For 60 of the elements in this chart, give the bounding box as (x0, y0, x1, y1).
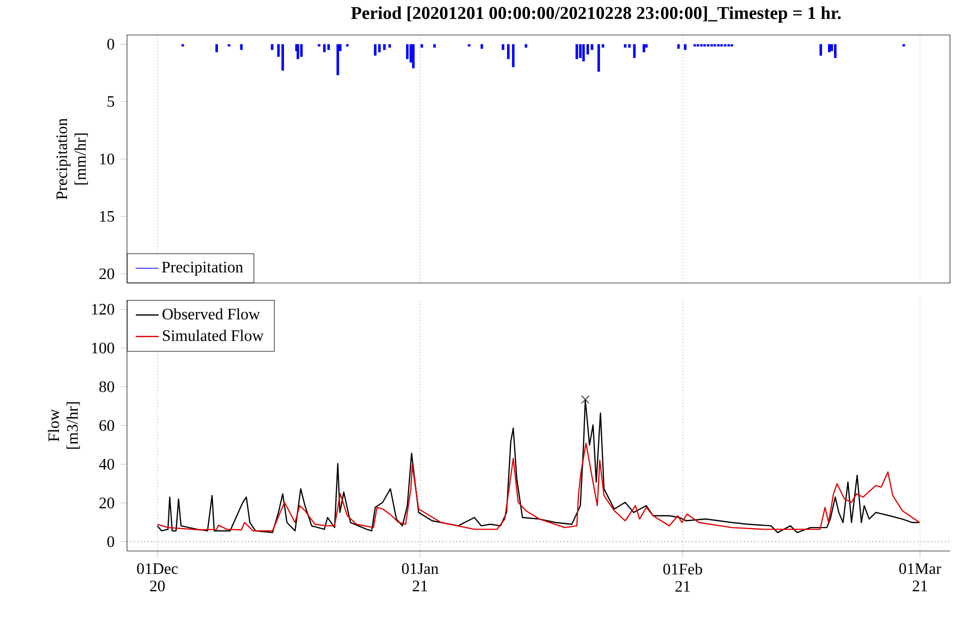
line-series (156, 442, 920, 532)
bar (828, 44, 831, 52)
bar (270, 44, 274, 50)
bar (412, 44, 415, 68)
y-tick-label: 40 (99, 458, 114, 470)
legend-label: Observed Flow (162, 308, 260, 320)
bar (524, 44, 528, 48)
chart-title: Period [20201201 00:00:00/20210228 23:00:00]_Timestep = 1 hr. (351, 6, 841, 23)
bar (327, 44, 330, 50)
x-tick-label: 01Jan 21 (402, 563, 438, 592)
bar (383, 44, 386, 50)
bar (633, 44, 636, 58)
bar (684, 44, 686, 50)
y-tick-label: 0 (107, 38, 114, 50)
bar (374, 44, 376, 56)
bar (480, 44, 484, 49)
legend-label: Simulated Flow (162, 330, 264, 342)
bar (820, 44, 822, 56)
bar (624, 44, 626, 48)
bar (406, 44, 409, 60)
y-tick-label: 20 (99, 498, 114, 508)
x-tick-label: 01Dec 20 (137, 563, 178, 592)
bar (378, 44, 381, 52)
bar (296, 44, 300, 60)
bar (579, 44, 582, 58)
bar (642, 44, 646, 52)
bar (576, 44, 578, 60)
y-tick-label: 80 (99, 381, 114, 392)
bar (502, 44, 504, 50)
y-tick-label: 15 (100, 211, 114, 222)
bar (336, 44, 340, 76)
bar (281, 44, 284, 71)
y-tick-label: 120 (92, 304, 114, 315)
bar (388, 44, 391, 48)
bar (597, 44, 600, 72)
bar (582, 44, 585, 62)
bar (215, 44, 218, 52)
bar (507, 44, 510, 60)
y-tick-label: 100 (92, 342, 114, 354)
y-tick-label: 60 (99, 420, 114, 431)
y-axis-title: Precipitation [mm/hr] (56, 118, 88, 200)
bar (433, 44, 436, 48)
bar (240, 44, 243, 50)
bar (834, 44, 837, 58)
y-tick-label: 10 (100, 154, 114, 164)
y-tick-label: 20 (99, 268, 114, 280)
y-tick-label: 0 (107, 536, 114, 548)
bar (420, 44, 424, 48)
bar (300, 44, 303, 57)
bar (323, 44, 326, 52)
y-axis-title: Flow [m3/hr] (48, 402, 80, 449)
bar (277, 44, 280, 57)
bar (512, 44, 515, 68)
x-tick-label: 01Feb 21 (663, 563, 702, 592)
x-tick-label: 01Mar 21 (899, 563, 942, 592)
legend-label: Precipitation (162, 262, 244, 276)
bar (628, 44, 631, 48)
bar (645, 44, 648, 48)
y-tick-label: 5 (108, 96, 114, 107)
bar (677, 44, 680, 49)
